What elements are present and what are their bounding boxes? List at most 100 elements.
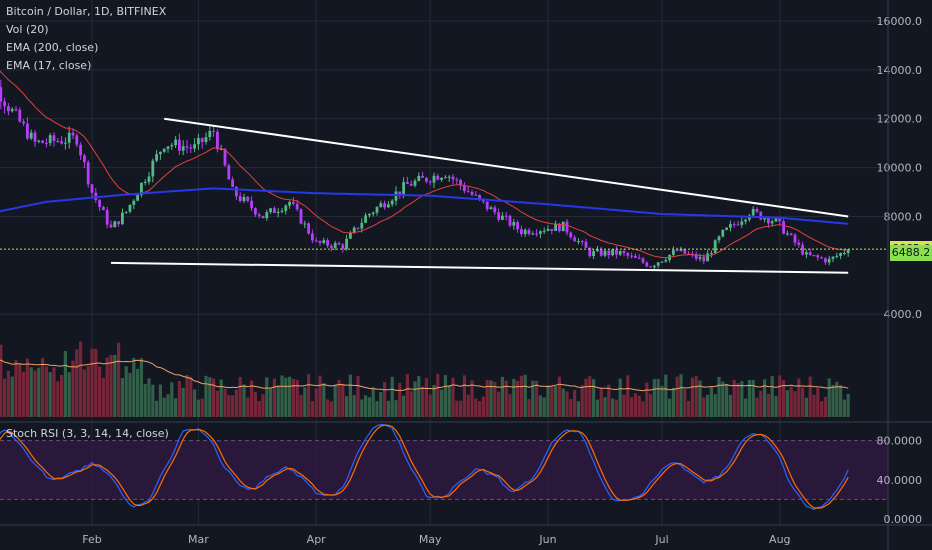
candle-body: [227, 165, 231, 180]
volume-bar: [519, 375, 523, 417]
volume-bar: [269, 388, 273, 417]
candle-body: [181, 146, 185, 151]
volume-bar: [706, 394, 710, 417]
volume-bar: [744, 398, 748, 417]
volume-bar: [816, 388, 820, 417]
volume-bar: [668, 398, 672, 417]
candle-body: [770, 221, 774, 224]
candle-body: [56, 140, 60, 142]
candle-body: [41, 140, 44, 143]
candle-body: [159, 151, 162, 155]
candle-body: [535, 233, 538, 235]
volume-bar: [402, 395, 406, 417]
volume-bar: [60, 375, 64, 417]
candle-body: [3, 101, 6, 107]
volume-bar: [493, 382, 497, 417]
candle-body: [520, 229, 523, 235]
candle-body: [0, 87, 3, 102]
volume-bar: [846, 393, 850, 417]
volume-bar: [276, 385, 280, 417]
volume-bar: [649, 393, 653, 417]
candle-body: [588, 247, 592, 257]
candle-body: [599, 249, 603, 256]
candle-body: [827, 258, 831, 263]
volume-bar: [652, 379, 656, 417]
volume-bar: [588, 376, 592, 417]
candle-body: [759, 211, 763, 220]
date-tick-label: Mar: [188, 533, 209, 546]
volume-bar: [717, 376, 721, 417]
candle-body: [174, 139, 177, 146]
volume-bar: [447, 385, 451, 417]
candle-body: [504, 215, 508, 217]
volume-bar: [231, 395, 235, 417]
volume-bar: [797, 378, 801, 417]
price-tick-label: 12000.0: [877, 113, 923, 126]
volume-bar: [417, 376, 421, 417]
volume-bar: [185, 374, 189, 417]
volume-bar: [291, 378, 295, 417]
price-tick-label: 4000.0: [884, 308, 923, 321]
volume-bar: [679, 374, 683, 417]
candle-body: [7, 106, 10, 112]
candle-body: [497, 212, 500, 220]
candle-body: [839, 253, 842, 256]
candle-body: [394, 191, 398, 201]
candle-body: [37, 140, 41, 142]
volume-bar: [196, 399, 200, 417]
candle-body: [687, 253, 690, 255]
volume-bar: [0, 344, 3, 417]
candle-body: [330, 245, 333, 248]
volume-bar: [341, 383, 345, 417]
candle-body: [345, 238, 348, 249]
candle-body: [531, 233, 535, 235]
volume-bar: [105, 357, 109, 417]
volume-bar: [785, 390, 789, 417]
volume-bar: [63, 350, 67, 417]
volume-bar: [295, 380, 299, 417]
volume-bar: [280, 375, 284, 417]
candle-body: [273, 208, 276, 213]
candle-body: [33, 132, 37, 142]
candle-body: [265, 211, 269, 219]
volume-bar: [759, 390, 763, 417]
volume-bar: [440, 389, 444, 417]
candle-body: [109, 224, 113, 228]
volume-bar: [227, 395, 231, 417]
volume-bar: [580, 385, 584, 417]
volume-bar: [386, 400, 390, 417]
volume-bar: [451, 377, 455, 417]
volume-bar: [675, 376, 679, 417]
volume-bar: [523, 374, 527, 417]
candle-body: [299, 209, 303, 224]
candle-body: [489, 207, 493, 210]
candle-body: [83, 155, 86, 163]
volume-bar: [622, 394, 626, 417]
volume-bar: [383, 382, 387, 417]
candle-body: [744, 219, 747, 222]
volume-bar: [489, 380, 493, 417]
candle-body: [672, 250, 675, 255]
volume-bar: [329, 401, 333, 417]
volume-bar: [443, 374, 447, 417]
candle-body: [75, 135, 79, 145]
candle-body: [580, 241, 584, 243]
volume-bar: [694, 376, 698, 417]
candle-body: [280, 210, 284, 212]
volume-bar: [71, 360, 75, 417]
candle-body: [713, 240, 717, 253]
volume-bar: [626, 375, 630, 417]
candle-body: [406, 182, 409, 184]
rsi-tick-label: 40.0000: [877, 474, 923, 487]
volume-bar: [820, 401, 824, 417]
candle-body: [493, 207, 497, 213]
volume-bar: [158, 384, 162, 417]
volume-bar: [348, 374, 352, 417]
candle-body: [402, 182, 405, 195]
volume-bar: [109, 355, 113, 417]
candle-body: [542, 230, 546, 232]
volume-bar: [170, 382, 174, 417]
candle-body: [447, 176, 451, 178]
volume-bar: [101, 377, 105, 417]
